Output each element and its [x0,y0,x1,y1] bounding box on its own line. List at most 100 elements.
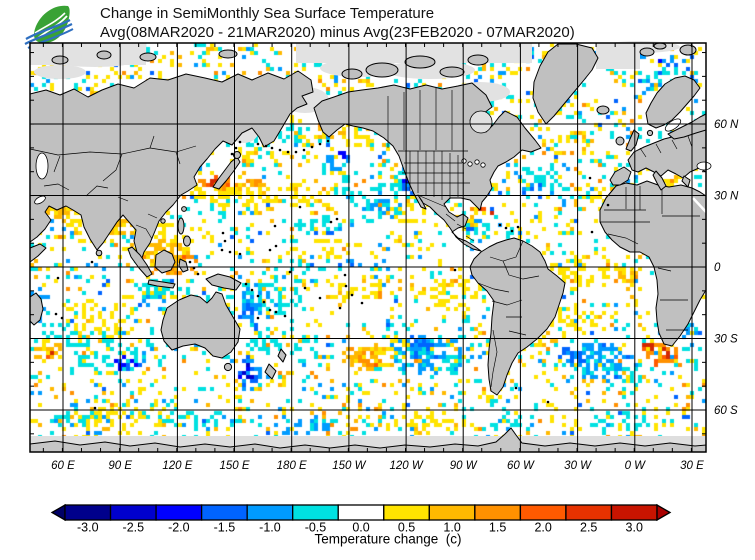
colorbar-box [155,504,203,521]
lat-label: 60 S [714,405,738,417]
graticule [30,43,706,452]
red-sea [692,197,707,213]
lat-label: 0 [714,262,721,274]
island-dot [350,293,354,297]
land-hokkaido [233,151,241,159]
arctic-island [679,44,697,56]
great-lake [480,162,486,168]
land-sulawesi [178,258,189,273]
colorbar-tick-label: 0.0 [352,521,369,535]
arctic-island [404,55,436,69]
island-dot [504,226,508,230]
island-dot [56,276,60,280]
colorbar-tick-label: 2.5 [580,521,597,535]
island-dot [590,230,594,234]
lon-label: 60 E [51,460,75,472]
colorbar-box [64,504,112,521]
land-iberia [609,166,632,186]
colorbar-box [519,504,567,521]
colorbar-box [610,504,658,521]
island-dot [250,288,254,292]
island-dot [90,260,94,264]
island-dot [288,270,292,274]
caspian-sea [35,152,49,180]
colorbar-tick-label: 2.0 [534,521,551,535]
land-sumatra [127,246,153,278]
title-line2: Avg(08MAR2020 - 21MAR2020) minus Avg(23F… [100,24,575,41]
land-philippines [183,235,191,247]
colorbar-arrow-right [656,503,672,522]
island-dot [234,146,238,150]
arctic-island [467,54,489,66]
colorbar-box [383,504,430,521]
arctic-island [439,66,465,78]
land-hainan [160,218,166,224]
lon-label: 120 W [389,460,423,472]
lon-label: 60 W [507,460,535,472]
lakes-layer [34,110,712,213]
island-dot [273,224,277,228]
lon-label: 30 E [680,460,704,472]
colorbar-tick-label: 0.5 [398,521,415,535]
island-dot [268,308,272,312]
land-svalbard [653,42,667,50]
colorbar-box [109,504,157,521]
wave-line [25,19,71,40]
longitude-labels: 60 E 90 E 120 E 150 E 180 E 150 W 120 W 90 W 60 … [51,460,704,472]
island-dot [360,301,364,305]
colorbar-box [428,504,476,521]
land-borneo [154,249,176,274]
island-dot [344,284,348,288]
island-dot [338,306,342,310]
island-dot [262,300,266,304]
leaf-stripe [34,12,66,34]
great-lake [461,158,467,164]
land-britain [625,129,640,152]
land-greenland [532,43,599,125]
land-greece [681,175,691,188]
lon-label: 180 E [277,460,307,472]
island-dot [221,231,225,235]
island-dot [54,312,58,316]
colorbar-arrow-left [50,503,66,522]
lat-label: 60 N [714,119,739,131]
land-japan [212,156,241,190]
land-ireland [615,136,625,146]
island-dot [516,225,520,229]
island-dot [514,386,518,390]
land-new-zealand [277,348,287,363]
island-dot [453,268,457,272]
lon-label: 120 E [162,460,192,472]
island-dot [310,145,314,149]
island-dot [298,205,302,209]
land-north-america [313,82,542,252]
island-dot [196,272,200,276]
colorbar-box [200,504,248,521]
colorbar-tick-label: -1.5 [214,521,236,535]
island-dot [510,229,514,233]
land-horn-of-africa [29,243,47,263]
colorbar: -3.0 -2.5 -2.0 -1.5 -1.0 -0.5 0.0 0.5 1.0 1.5 2.0 2… [50,503,672,547]
land-philippines [177,217,185,235]
land-tasmania [223,362,233,372]
hudson-bay [469,110,493,134]
island-dot [326,139,330,143]
colorbar-box [565,504,613,521]
land-south-america [469,237,566,396]
lat-label: 30 S [714,334,738,346]
land-africa [599,180,707,347]
island-dot [343,273,347,277]
arctic-island [218,49,238,59]
island-dot [329,220,333,224]
land-taiwan [181,206,187,212]
colorbar-tick-label: -1.0 [259,521,281,535]
land-antarctica [29,427,707,453]
island-dot [302,148,306,152]
island-dot [256,294,260,298]
latitude-labels: 60 N 30 N 0 30 S 60 S [714,119,739,417]
colorbar-tick-label: 1.0 [443,521,460,535]
land-australia [160,291,241,359]
black-sea [696,161,712,171]
